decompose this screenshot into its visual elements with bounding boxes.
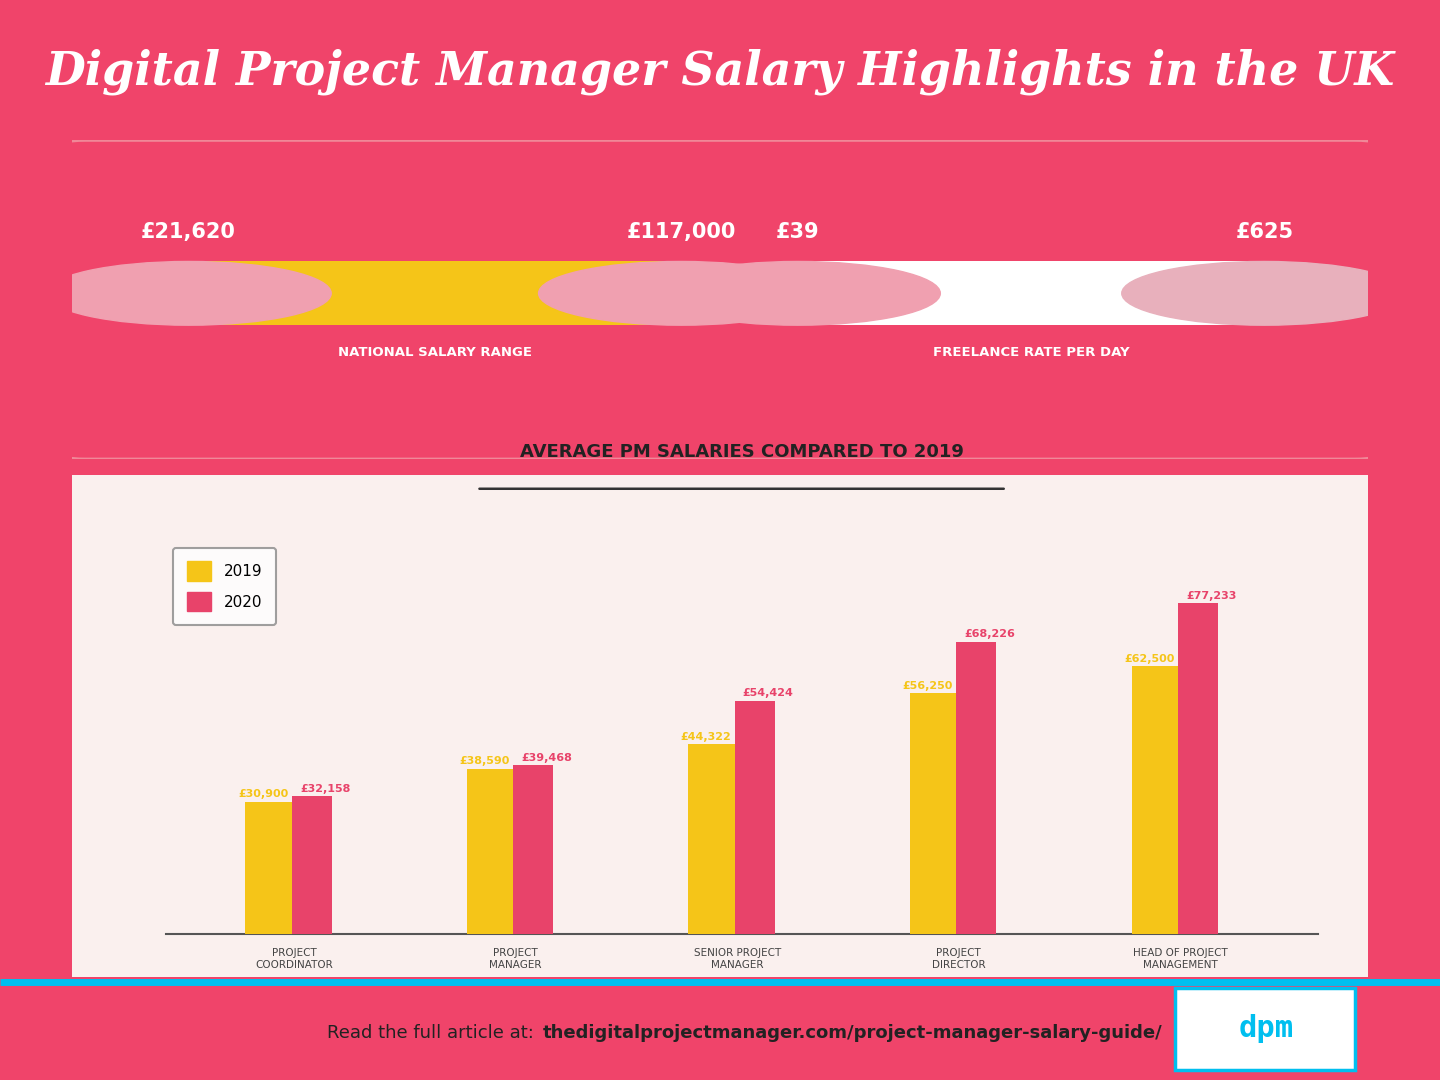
Text: AVERAGE PM SALARIES COMPARED TO 2019: AVERAGE PM SALARIES COMPARED TO 2019 (520, 443, 963, 461)
Text: £56,250: £56,250 (903, 680, 953, 690)
Bar (245, 801, 307, 934)
Ellipse shape (46, 261, 331, 325)
Bar (1178, 604, 1218, 934)
Ellipse shape (655, 261, 940, 325)
Bar (798, 261, 1264, 325)
Text: £77,233: £77,233 (1187, 591, 1237, 600)
Text: Read the full article at:: Read the full article at: (327, 1024, 540, 1042)
Text: £625: £625 (1236, 222, 1293, 242)
FancyBboxPatch shape (59, 140, 1381, 459)
Text: £39,468: £39,468 (521, 753, 572, 762)
Text: £68,226: £68,226 (965, 630, 1015, 639)
Text: £38,590: £38,590 (459, 756, 510, 767)
Text: dpm: dpm (1238, 1014, 1293, 1043)
Bar (1132, 666, 1194, 934)
Ellipse shape (539, 261, 824, 325)
Bar (514, 765, 553, 934)
Legend: 2019, 2020: 2019, 2020 (173, 548, 276, 625)
FancyBboxPatch shape (59, 470, 1381, 983)
Text: £32,158: £32,158 (300, 784, 350, 794)
Ellipse shape (1122, 261, 1407, 325)
Bar (956, 642, 996, 934)
Bar (734, 701, 775, 934)
FancyBboxPatch shape (1175, 987, 1355, 1069)
Text: £117,000: £117,000 (626, 222, 736, 242)
Bar (467, 769, 528, 934)
Text: thedigitalprojectmanager.com/project-manager-salary-guide/: thedigitalprojectmanager.com/project-man… (543, 1024, 1162, 1042)
Text: NATIONAL SALARY RANGE: NATIONAL SALARY RANGE (338, 346, 531, 359)
Text: £62,500: £62,500 (1125, 653, 1175, 664)
Bar (910, 693, 972, 934)
Text: £44,322: £44,322 (681, 732, 732, 742)
Text: £39: £39 (776, 222, 819, 242)
Bar (292, 796, 331, 934)
Bar (688, 744, 750, 934)
Bar (189, 261, 681, 325)
Text: FREELANCE RATE PER DAY: FREELANCE RATE PER DAY (933, 346, 1129, 359)
Text: £21,620: £21,620 (141, 222, 236, 242)
Text: £54,424: £54,424 (743, 688, 793, 699)
Text: £30,900: £30,900 (238, 789, 288, 799)
Text: Digital Project Manager Salary Highlights in the UK: Digital Project Manager Salary Highlight… (46, 48, 1394, 95)
